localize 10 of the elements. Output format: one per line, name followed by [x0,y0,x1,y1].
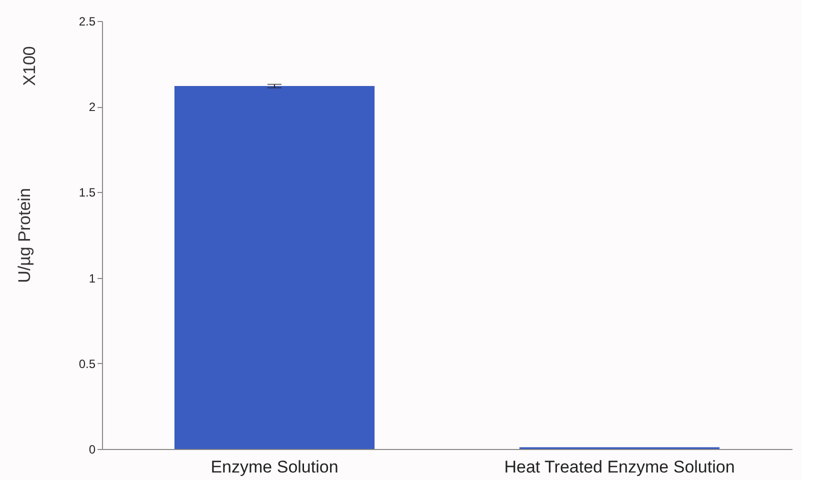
text: X100 [20,46,39,86]
y-tick-label: 2 [88,100,96,114]
x-tick-label: Enzyme Solution [210,458,338,476]
y-tick-label: 1.5 [78,186,96,200]
y-tick-label: 2.5 [78,14,96,28]
y-axis-title: U/µg Protein [14,188,34,283]
x-tick-label: Heat Treated Enzyme Solution [504,458,735,476]
y-tick-label: 0 [88,442,96,456]
y-tick-label: 1 [88,271,96,286]
y-tick-label: 0.5 [78,356,96,371]
